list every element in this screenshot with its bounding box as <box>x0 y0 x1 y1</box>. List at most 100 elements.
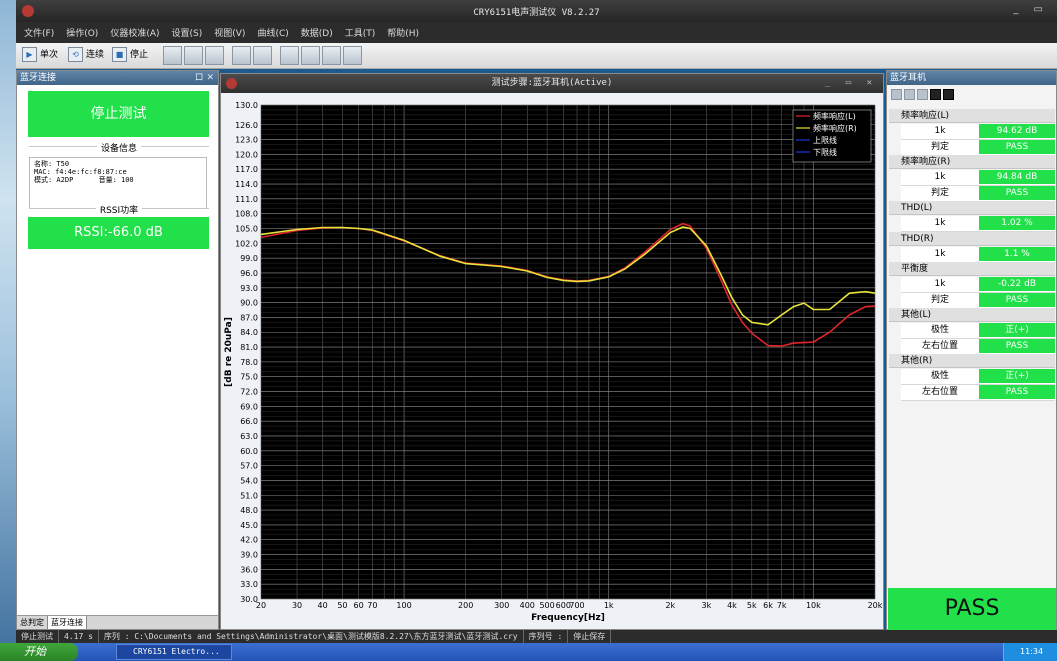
result-row: 左右位置 PASS <box>901 338 1055 355</box>
x-tick-label: 70 <box>367 601 377 610</box>
device-mode: 模式: A2DP 音量: 100 <box>34 176 134 184</box>
result-value: PASS <box>979 384 1055 399</box>
x-tick-label: 7k <box>777 601 787 610</box>
result-group-header[interactable]: THD(L) <box>889 201 1055 215</box>
menu-tools[interactable]: 工具(T) <box>344 29 376 39</box>
y-tick-label: 69.0 <box>240 402 258 411</box>
columns-icon[interactable] <box>343 46 362 65</box>
window-controls[interactable]: _ ▭ <box>1013 4 1049 15</box>
x-tick-label: 10k <box>806 601 821 610</box>
x-tick-label: 30 <box>292 601 302 610</box>
result-value: 正(+) <box>979 369 1055 383</box>
expand-icon[interactable] <box>930 89 941 100</box>
collapse-icon[interactable] <box>943 89 954 100</box>
menu-file[interactable]: 文件(F) <box>24 29 55 39</box>
x-tick-label: 1k <box>604 601 614 610</box>
y-tick-label: 51.0 <box>240 491 258 500</box>
result-row: 1k 1.1 % <box>901 246 1055 263</box>
result-group-header[interactable]: 频率响应(R) <box>889 155 1055 169</box>
result-value: 94.62 dB <box>979 124 1055 138</box>
tab-overall-result[interactable]: 总判定 <box>20 618 44 627</box>
x-tick-label: 200 <box>458 601 473 610</box>
clipboard-icon[interactable] <box>205 46 224 65</box>
close-icon[interactable]: ロ ✕ <box>194 73 214 83</box>
menu-help[interactable]: 帮助(H) <box>387 29 420 39</box>
x-tick-label: 60 <box>354 601 364 610</box>
stop-button[interactable]: ■ 停止 <box>112 47 148 64</box>
result-label: 极性 <box>930 325 949 335</box>
result-value: 1.1 % <box>979 246 1055 261</box>
new-window-icon[interactable] <box>280 46 299 65</box>
result-row: 判定 PASS <box>901 185 1055 202</box>
device-mac: MAC: f4:4e:fc:f8:87:ce <box>34 168 127 176</box>
frequency-response-chart: 30.0 33.0 36.0 39.0 42.0 45.0 48.0 51.0 54.0 57.0… <box>224 101 883 623</box>
result-value: -0.22 dB <box>979 277 1055 291</box>
menu-calibrate[interactable]: 仪器校准(A) <box>110 29 160 39</box>
result-group-header[interactable]: THD(R) <box>889 231 1055 246</box>
test-step-window: 测试步骤:蓝牙耳机(Active) _ ▭ ✕ 30.0 33.0 36.0 39.0… <box>220 73 884 630</box>
menu-data[interactable]: 数据(D) <box>300 29 333 39</box>
x-axis-label: Frequency[Hz] <box>531 613 605 623</box>
menu-settings[interactable]: 设置(S) <box>171 29 203 39</box>
y-tick-label: 33.0 <box>240 580 258 589</box>
y-tick-label: 66.0 <box>240 417 258 426</box>
tab-bluetooth-connection[interactable]: 蓝牙连接 <box>47 616 87 630</box>
result-group-header[interactable]: 平衡度 <box>889 262 1055 276</box>
legend-label: 下限线 <box>813 147 837 157</box>
y-tick-label: 108.0 <box>235 210 258 219</box>
result-group-header[interactable]: 频率响应(L) <box>889 109 1055 123</box>
result-group-header[interactable]: 其他(R) <box>889 354 1055 368</box>
legend-label: 频率响应(R) <box>813 123 857 133</box>
save-icon[interactable] <box>253 46 272 65</box>
result-group-header[interactable]: 其他(L) <box>889 308 1055 322</box>
series-line <box>260 226 876 326</box>
status-state: 停止测试 <box>16 630 59 643</box>
y-tick-label: 60.0 <box>240 447 258 456</box>
window-controls[interactable]: _ ▭ ✕ <box>824 78 877 88</box>
y-tick-label: 63.0 <box>240 432 258 441</box>
result-row: 判定 PASS <box>901 139 1055 156</box>
add-chart-icon[interactable] <box>301 46 320 65</box>
result-value: PASS <box>979 185 1055 200</box>
menu-bar: 文件(F) 操作(O) 仪器校准(A) 设置(S) 视图(V) 曲线(C) 数据(D) 工具(… <box>16 22 1057 43</box>
stop-icon: ■ <box>112 47 127 62</box>
device-info-box: 名称: T50 MAC: f4:4e:fc:f8:87:ce 模式: A2DP … <box>29 157 207 209</box>
result-label: 左右位置 <box>921 386 958 397</box>
remove-icon[interactable] <box>917 89 928 100</box>
y-tick-label: 39.0 <box>240 551 258 560</box>
table-icon[interactable] <box>322 46 341 65</box>
chart-icon[interactable] <box>184 46 203 65</box>
result-label: 1k <box>934 126 946 136</box>
y-tick-label: 84.0 <box>240 328 258 337</box>
menu-curve[interactable]: 曲线(C) <box>257 29 289 39</box>
y-tick-label: 45.0 <box>240 521 258 530</box>
menu-view[interactable]: 视图(V) <box>214 29 246 39</box>
menu-operate[interactable]: 操作(O) <box>66 29 99 39</box>
y-tick-label: 54.0 <box>240 476 258 485</box>
result-row: 1k 1.02 % <box>901 216 1055 232</box>
x-tick-label: 20k <box>868 601 883 610</box>
open-folder-icon[interactable] <box>232 46 251 65</box>
overall-pass-badge: PASS <box>888 588 1056 630</box>
stop-test-button[interactable]: 停止测试 <box>28 91 209 137</box>
result-row: 左右位置 PASS <box>901 384 1055 401</box>
start-button[interactable]: 开始 <box>0 643 78 661</box>
single-button[interactable]: ▶ 单次 <box>22 47 58 64</box>
y-tick-label: 120.0 <box>235 150 258 159</box>
continuous-button[interactable]: ⟲ 连续 <box>68 47 104 64</box>
toolbar: ▶ 单次 ⟲ 连续 ■ 停止 <box>16 43 1057 69</box>
taskbar: 开始 CRY6151 Electro... 11:34 <box>0 643 1057 661</box>
y-tick-label: 42.0 <box>240 536 258 545</box>
legend-label: 上限线 <box>813 135 837 145</box>
result-value: PASS <box>979 139 1055 154</box>
result-label: 判定 <box>930 141 949 152</box>
settings-icon[interactable] <box>163 46 182 65</box>
result-label: 1k <box>934 248 946 259</box>
add-icon[interactable] <box>904 89 915 100</box>
taskbar-app-item[interactable]: CRY6151 Electro... <box>116 644 232 660</box>
list-icon[interactable] <box>891 89 902 100</box>
y-tick-label: 96.0 <box>240 269 258 278</box>
result-value: PASS <box>979 338 1055 353</box>
x-tick-label: 20 <box>256 601 266 610</box>
system-tray-clock: 11:34 <box>1003 643 1057 661</box>
